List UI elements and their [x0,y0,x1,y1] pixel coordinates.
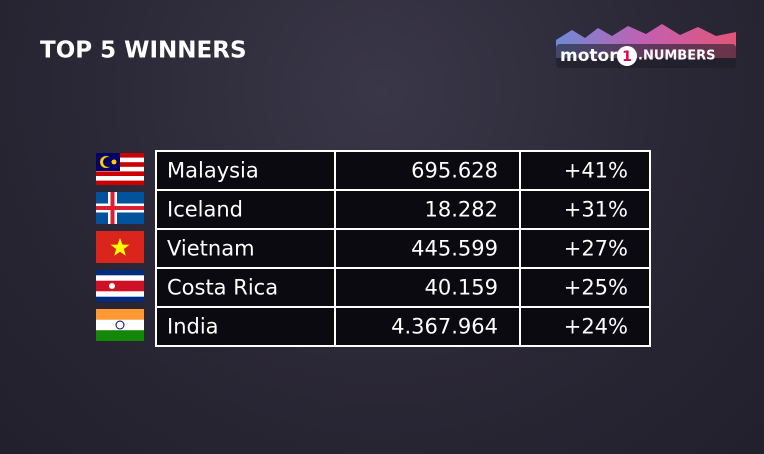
flag-iceland [96,192,144,224]
logo-band [556,44,736,68]
table-cell [155,150,336,191]
table-cell [155,267,336,308]
table: Malaysia 695.628 +41% Iceland 18.282 +31% Viet… [155,150,651,347]
growth-value: +41% [564,159,628,183]
sales-value: 40.159 [425,276,498,300]
table-cell [519,306,651,347]
sales-value: 18.282 [425,198,498,222]
table-cell [519,228,651,269]
country-name: Costa Rica [167,276,278,300]
logo-number: 1 [622,49,632,65]
logo: motor 1 .NUMBERS [556,24,736,68]
growth-value: +25% [564,276,628,300]
sales-value: 4.367.964 [391,315,498,339]
table-cell [334,189,521,230]
title: TOP 5 WINNERS [40,38,247,64]
flag-vietnam [96,231,144,263]
growth-value: +31% [564,198,628,222]
flag-malaysia [96,153,144,185]
table-cell [519,150,651,191]
growth-value: +24% [564,315,628,339]
table-cell [334,306,521,347]
logo-circle [617,46,637,66]
table-cell [334,150,521,191]
table-cell [155,306,336,347]
country-name: Iceland [167,198,243,222]
logo-suffix: .NUMBERS [638,49,715,64]
table-cell [334,267,521,308]
table-cell [519,189,651,230]
growth-value: +27% [564,237,628,261]
country-name: Vietnam [167,237,255,261]
country-name: Malaysia [167,159,259,183]
flag-india [96,309,144,341]
flag-costa-rica [96,270,144,302]
sales-value: 695.628 [411,159,498,183]
logo-brand: motor [560,46,618,66]
country-name: India [167,315,219,339]
sales-value: 445.599 [411,237,498,261]
